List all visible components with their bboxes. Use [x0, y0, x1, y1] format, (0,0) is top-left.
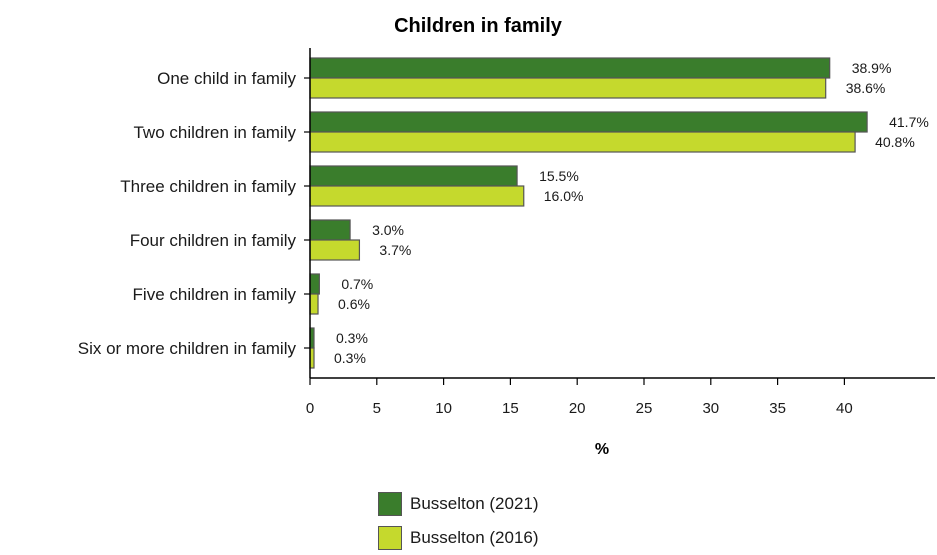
data-label: 40.8% [875, 134, 915, 150]
bar [309, 293, 319, 315]
legend-swatch-2021 [378, 492, 402, 516]
chart-title: Children in family [394, 15, 563, 37]
category-label: One child in family [157, 69, 296, 88]
data-label: 0.3% [336, 330, 368, 346]
data-label: 0.7% [341, 276, 373, 292]
axes-group [304, 48, 935, 379]
data-label: 38.6% [846, 80, 886, 96]
data-label: 16.0% [544, 188, 584, 204]
x-tick-label: 5 [373, 400, 381, 417]
x-ticks-group: 0 5 10 15 20 25 30 35 40 [306, 378, 853, 417]
x-tick-label: 40 [836, 400, 853, 417]
category-label: Two children in family [133, 123, 296, 142]
legend-swatch-2016 [378, 526, 402, 550]
legend-label-2021: Busselton (2021) [410, 494, 539, 513]
category-labels-group: One child in family Two children in famil… [78, 69, 297, 358]
legend-item-2021: Busselton (2021) [378, 487, 539, 521]
bar [309, 111, 868, 133]
category-label: Five children in family [133, 285, 297, 304]
bar [309, 131, 856, 153]
x-axis-label: % [595, 441, 609, 458]
category-label: Four children in family [130, 231, 297, 250]
category-label: Six or more children in family [78, 339, 297, 358]
bar [309, 273, 320, 295]
bar [309, 185, 525, 207]
x-tick-label: 0 [306, 400, 314, 417]
bar [309, 165, 518, 187]
x-tick-label: 15 [502, 400, 519, 417]
bar [309, 77, 827, 99]
x-tick-label: 25 [636, 400, 653, 417]
category-label: Three children in family [120, 177, 296, 196]
data-label: 3.0% [372, 222, 404, 238]
chart: Children in family 38.9% 38.6% 41.7% 40.8% 1… [78, 15, 935, 458]
bar [309, 219, 351, 241]
data-label: 38.9% [852, 60, 892, 76]
x-tick-label: 35 [769, 400, 786, 417]
bars-group [309, 57, 868, 369]
legend-label-2016: Busselton (2016) [410, 528, 539, 547]
data-label: 0.6% [338, 296, 370, 312]
data-label: 3.7% [379, 242, 411, 258]
data-label: 41.7% [889, 114, 929, 130]
legend: Busselton (2021) Busselton (2016) [378, 487, 539, 555]
x-tick-label: 30 [702, 400, 719, 417]
legend-item-2016: Busselton (2016) [378, 521, 539, 555]
x-tick-label: 10 [435, 400, 452, 417]
data-label: 15.5% [539, 168, 579, 184]
bar [309, 239, 361, 261]
data-labels-group: 38.9% 38.6% 41.7% 40.8% 15.5% 16.0% 3.0% 3.7% 0.… [334, 60, 929, 366]
x-tick-label: 20 [569, 400, 586, 417]
data-label: 0.3% [334, 350, 366, 366]
bar [309, 57, 831, 79]
